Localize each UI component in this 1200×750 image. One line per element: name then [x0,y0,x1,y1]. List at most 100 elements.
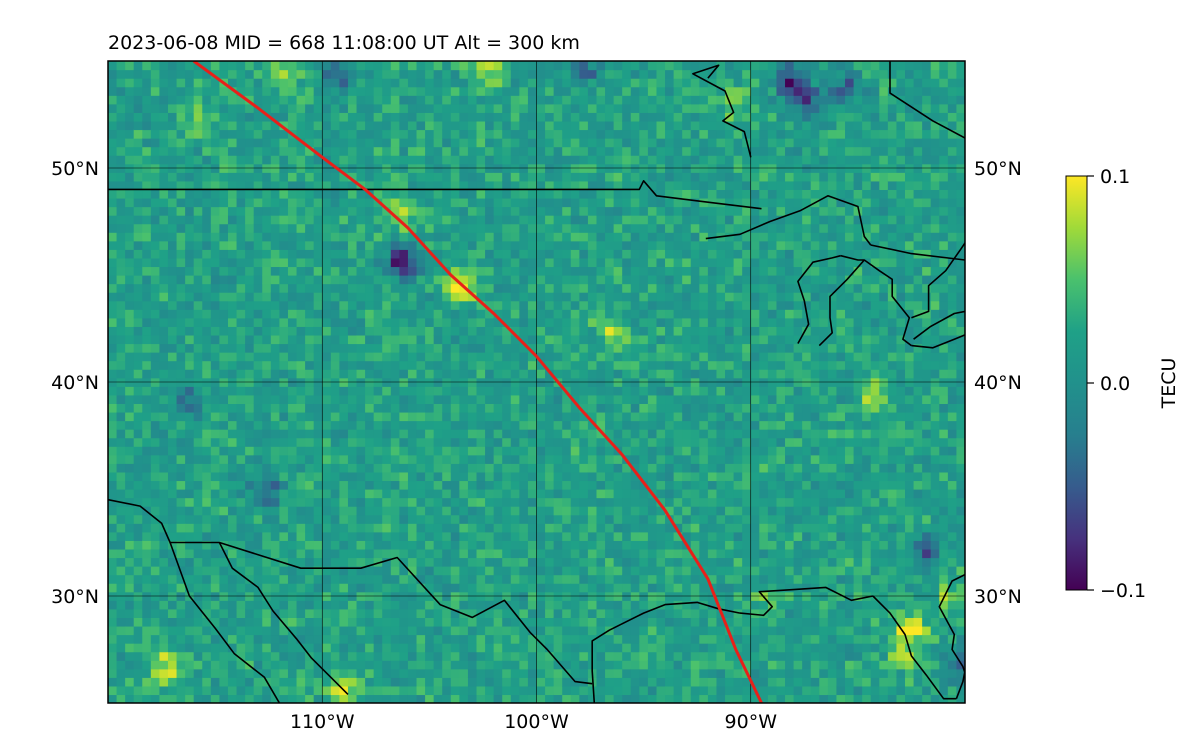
heatmap-cell [459,437,469,447]
heatmap-cell [347,352,358,362]
heatmap-cell [493,506,503,516]
heatmap-cell [227,685,238,696]
heatmap-cell [142,420,152,430]
heatmap-cell [116,275,126,285]
heatmap-cell [390,275,400,285]
heatmap-cell [407,668,418,678]
heatmap-cell [185,189,195,199]
heatmap-cell [287,112,298,122]
heatmap-cell [373,78,383,88]
heatmap-cell [373,223,383,233]
heatmap-cell [382,548,392,559]
heatmap-cell [587,557,598,567]
heatmap-cell [399,489,409,499]
heatmap-cell [116,180,126,190]
heatmap-cell [373,668,383,678]
heatmap-cell [159,643,169,653]
heatmap-cell [579,61,589,71]
heatmap-cell [630,86,640,96]
heatmap-cell [176,574,186,584]
heatmap-cell [553,189,563,199]
heatmap-cell [176,411,186,422]
heatmap-cell [493,660,503,670]
heatmap-cell [185,454,195,464]
heatmap-cell [227,275,238,285]
heatmap-cell [159,420,169,430]
heatmap-cell [425,146,435,156]
heatmap-cell [433,197,443,208]
heatmap-cell [562,411,572,422]
heatmap-cell [305,189,315,199]
heatmap-cell [605,608,615,618]
heatmap-cell [622,61,632,71]
heatmap-cell [356,343,366,353]
heatmap-cell [296,343,306,353]
heatmap-cell [116,61,126,71]
heatmap-cell [339,189,349,199]
heatmap-cell [570,112,580,122]
heatmap-cell [656,685,666,696]
heatmap-cell [193,275,203,285]
heatmap-cell [116,326,126,336]
heatmap-cell [133,206,143,216]
heatmap-cell [236,411,246,422]
heatmap-cell [356,155,366,165]
heatmap-cell [202,360,212,370]
heatmap-cell [553,463,563,473]
heatmap-cell [245,548,255,559]
heatmap-cell [596,583,606,593]
heatmap-cell [553,206,563,216]
heatmap-cell [665,240,675,250]
heatmap-cell [502,112,512,122]
heatmap-cell [347,463,358,473]
heatmap-cell [185,360,195,370]
heatmap-cell [185,120,195,131]
heatmap-cell [459,86,469,96]
heatmap-cell [442,583,452,593]
heatmap-cell [193,651,203,661]
heatmap-cell [493,189,503,199]
heatmap-cell [356,317,366,327]
heatmap-cell [579,480,589,490]
heatmap-cell [622,249,632,259]
heatmap-cell [596,78,606,88]
heatmap-cell [510,275,520,285]
heatmap-cell [347,506,358,516]
heatmap-cell [605,326,615,336]
heatmap-cell [459,446,469,456]
heatmap-cell [202,497,212,507]
heatmap-cell [330,437,340,447]
heatmap-cell [253,283,263,293]
heatmap-cell [407,129,418,139]
heatmap-cell [510,352,520,362]
heatmap-cell [519,317,529,327]
heatmap-cell [373,180,383,190]
heatmap-cell [305,386,315,396]
heatmap-cell [210,172,221,182]
heatmap-cell [142,103,152,113]
heatmap-cell [287,625,298,636]
heatmap-cell [270,292,280,302]
heatmap-cell [279,634,289,644]
heatmap-cell [442,240,452,250]
heatmap-cell [442,326,452,336]
heatmap-cell [390,112,400,122]
heatmap-cell [159,326,169,336]
heatmap-cell [433,283,443,293]
heatmap-cell [407,437,418,447]
heatmap-cell [399,411,409,422]
heatmap-cell [296,103,306,113]
heatmap-cell [313,617,323,627]
heatmap-cell [562,497,572,507]
heatmap-cell [322,386,332,396]
heatmap-cell [262,685,272,696]
heatmap-cell [459,583,469,593]
heatmap-cell [416,643,426,653]
heatmap-cell [279,600,289,610]
heatmap-cell [236,446,246,456]
heatmap-cell [262,223,272,233]
heatmap-cell [279,257,289,268]
heatmap-cell [545,172,555,182]
heatmap-cell [305,86,315,96]
heatmap-cell [570,386,580,396]
